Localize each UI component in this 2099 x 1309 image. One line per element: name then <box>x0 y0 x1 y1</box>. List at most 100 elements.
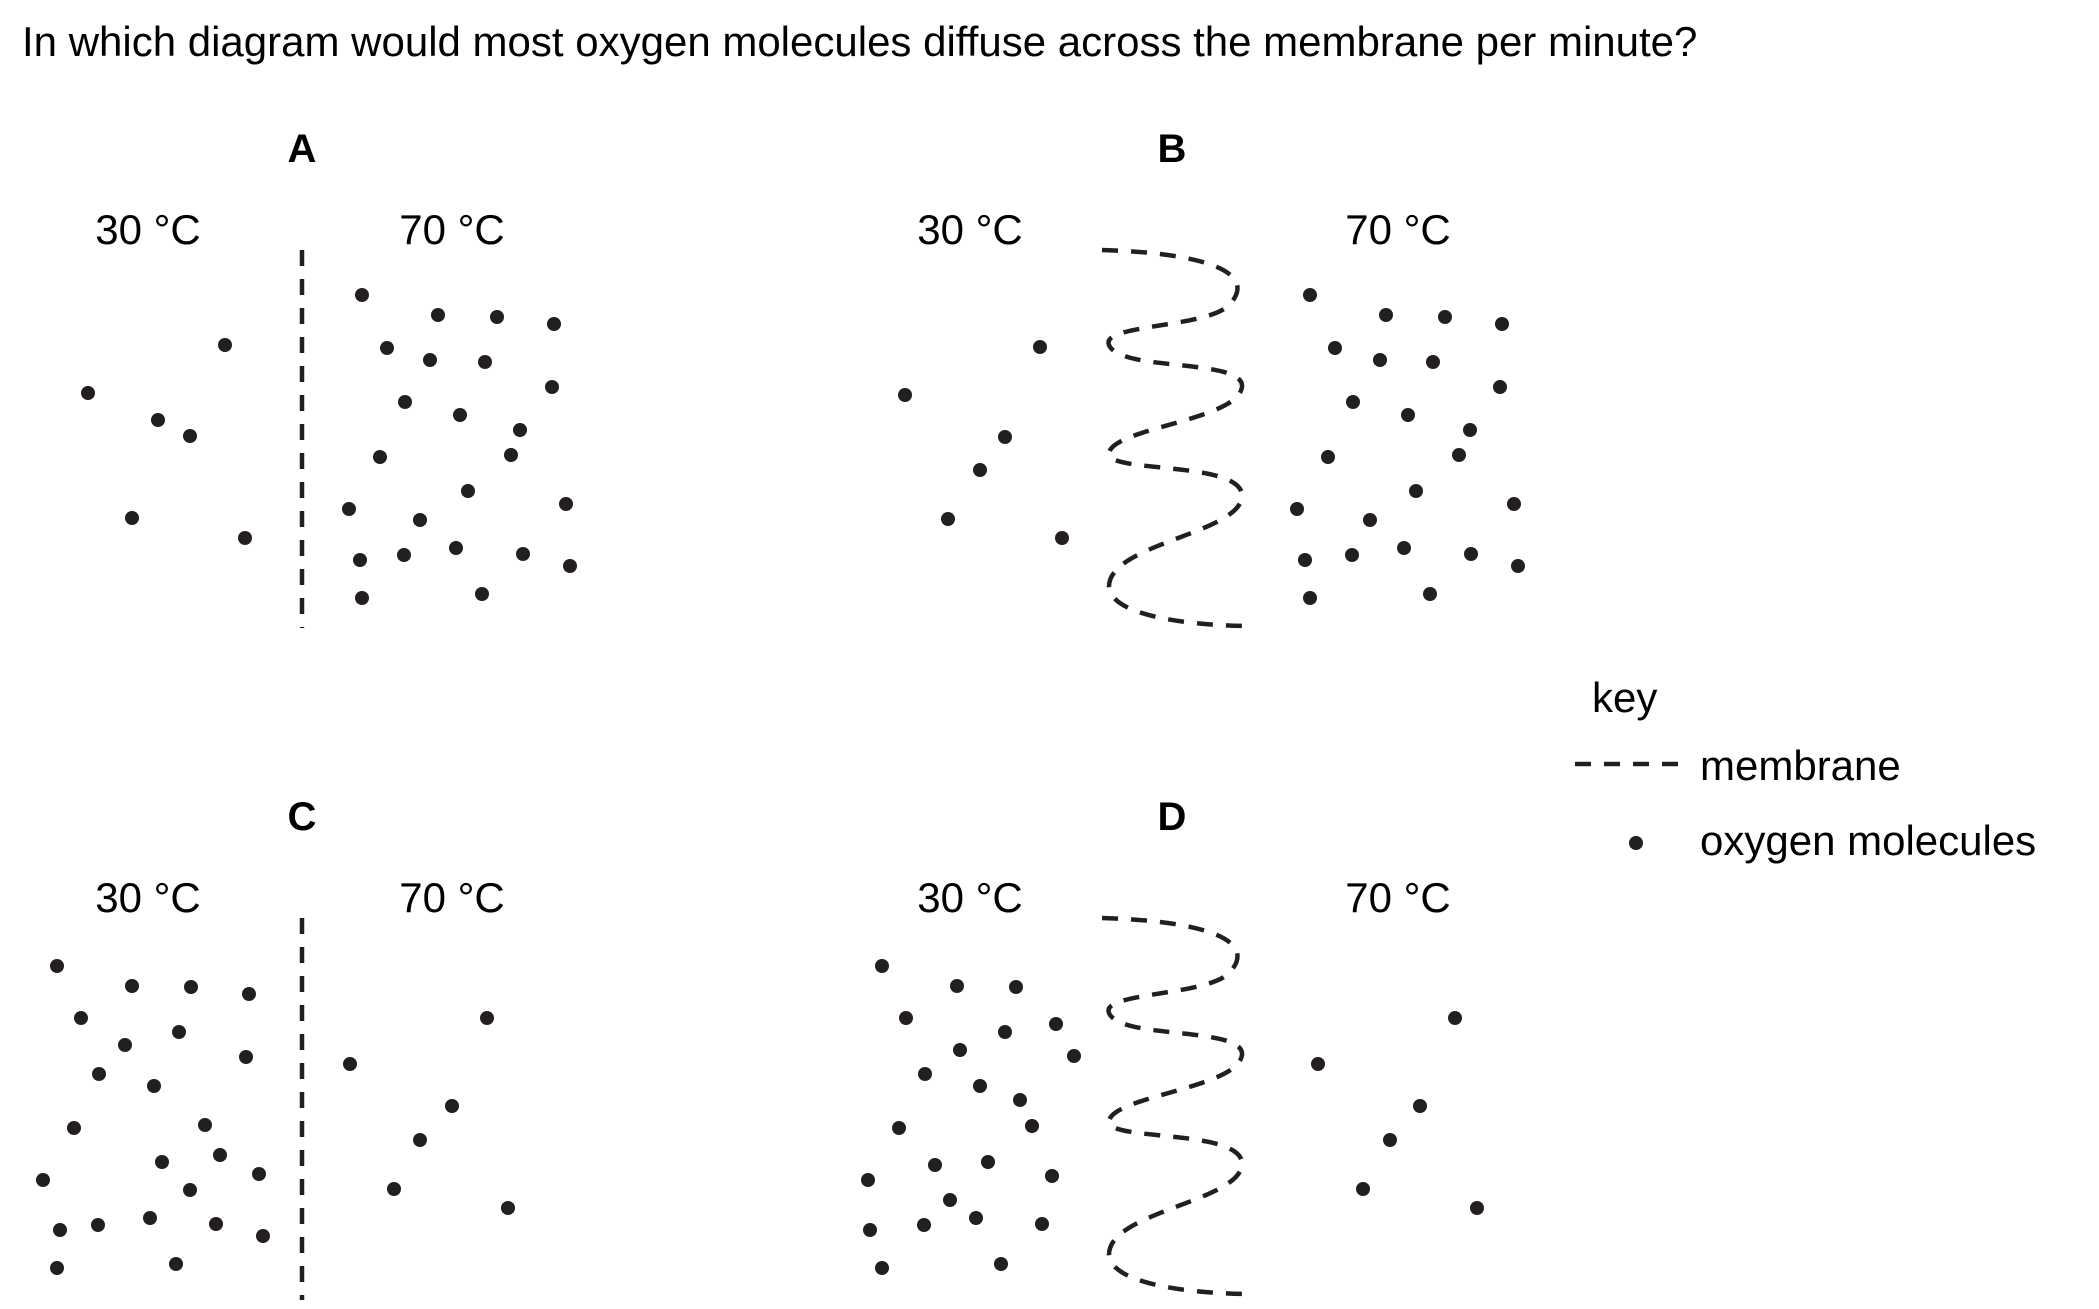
panel-c-left-temperature: 30 °C <box>95 874 201 921</box>
panel-d-right-oxygen-molecule <box>1413 1099 1427 1113</box>
panel-d-left-oxygen-molecule <box>1049 1017 1063 1031</box>
panel-c-left-oxygen-molecule <box>50 959 64 973</box>
panel-b-right-oxygen-molecule <box>1463 423 1477 437</box>
panel-b-right-oxygen-molecule <box>1409 484 1423 498</box>
panel-a-right-temperature: 70 °C <box>399 206 505 253</box>
panel-b-left-temperature: 30 °C <box>917 206 1023 253</box>
panel-d-right-oxygen-molecule <box>1383 1133 1397 1147</box>
panel-a-right-oxygen-molecule <box>342 502 356 516</box>
panel-b-right-oxygen-molecule <box>1363 513 1377 527</box>
panel-a-right-oxygen-molecule <box>431 308 445 322</box>
panel-a-right-oxygen-molecule <box>545 380 559 394</box>
panel-a-right-oxygen-molecule <box>355 591 369 605</box>
panel-c-left-oxygen-molecule <box>239 1050 253 1064</box>
panel-a-right-oxygen-molecule <box>563 559 577 573</box>
panel-b-left-oxygen-molecule <box>1055 531 1069 545</box>
panel-a-right-oxygen-molecule <box>423 353 437 367</box>
panel-a-right-oxygen-molecule <box>397 548 411 562</box>
panel-b-right-oxygen-molecule <box>1426 355 1440 369</box>
panel-a-left-temperature: 30 °C <box>95 206 201 253</box>
panel-c-left-oxygen-molecule <box>256 1229 270 1243</box>
key-membrane-label: membrane <box>1700 742 1901 789</box>
panel-d-left-oxygen-molecule <box>953 1043 967 1057</box>
panel-c-right-temperature: 70 °C <box>399 874 505 921</box>
panel-c: C 30 °C 70 °C <box>36 795 515 1300</box>
panel-d-right-molecules <box>1311 1011 1484 1215</box>
panel-b-right-oxygen-molecule <box>1464 547 1478 561</box>
panel-a-right-oxygen-molecule <box>461 484 475 498</box>
panel-b-left-oxygen-molecule <box>941 512 955 526</box>
panel-c-left-oxygen-molecule <box>67 1121 81 1135</box>
panel-d-left-oxygen-molecule <box>917 1218 931 1232</box>
panel-a-right-oxygen-molecule <box>504 448 518 462</box>
panel-b-right-oxygen-molecule <box>1379 308 1393 322</box>
panel-b-left-oxygen-molecule <box>998 430 1012 444</box>
panel-b-right-oxygen-molecule <box>1345 548 1359 562</box>
panel-d-left-oxygen-molecule <box>994 1257 1008 1271</box>
panel-c-right-oxygen-molecule <box>343 1057 357 1071</box>
panel-b-right-oxygen-molecule <box>1511 559 1525 573</box>
panel-b-right-oxygen-molecule <box>1401 408 1415 422</box>
panel-d-left-oxygen-molecule <box>950 979 964 993</box>
panel-d-left-molecules <box>861 959 1081 1275</box>
panel-b-right-oxygen-molecule <box>1328 341 1342 355</box>
panel-c-right-oxygen-molecule <box>501 1201 515 1215</box>
panel-d-left-oxygen-molecule <box>1067 1049 1081 1063</box>
panel-c-label: C <box>288 795 317 839</box>
panel-c-left-oxygen-molecule <box>50 1261 64 1275</box>
panel-c-left-oxygen-molecule <box>172 1025 186 1039</box>
panel-b-left-oxygen-molecule <box>973 463 987 477</box>
panel-c-left-oxygen-molecule <box>183 1183 197 1197</box>
panel-c-left-oxygen-molecule <box>74 1011 88 1025</box>
panel-a-right-oxygen-molecule <box>559 497 573 511</box>
panel-a-right-oxygen-molecule <box>449 541 463 555</box>
panel-a-left-oxygen-molecule <box>183 429 197 443</box>
panel-a-right-oxygen-molecule <box>478 355 492 369</box>
panel-d-left-oxygen-molecule <box>918 1067 932 1081</box>
question-text: In which diagram would most oxygen molec… <box>22 18 1697 65</box>
panel-a-right-oxygen-molecule <box>355 288 369 302</box>
panel-b-right-oxygen-molecule <box>1452 448 1466 462</box>
panel-d: D 30 °C 70 °C <box>861 795 1484 1297</box>
panel-d-left-oxygen-molecule <box>1009 980 1023 994</box>
panel-b-right-oxygen-molecule <box>1303 288 1317 302</box>
panel-b-right-oxygen-molecule <box>1493 380 1507 394</box>
panel-a-left-oxygen-molecule <box>81 386 95 400</box>
panel-d-left-oxygen-molecule <box>1025 1119 1039 1133</box>
panel-d-left-oxygen-molecule <box>899 1011 913 1025</box>
panel-d-right-oxygen-molecule <box>1448 1011 1462 1025</box>
panel-d-label: D <box>1158 795 1187 839</box>
panel-d-left-oxygen-molecule <box>892 1121 906 1135</box>
panel-c-left-oxygen-molecule <box>184 980 198 994</box>
panel-c-right-oxygen-molecule <box>387 1182 401 1196</box>
panel-c-right-oxygen-molecule <box>480 1011 494 1025</box>
panel-b-right-oxygen-molecule <box>1321 450 1335 464</box>
panel-c-left-molecules <box>36 959 270 1275</box>
panel-d-left-oxygen-molecule <box>1013 1093 1027 1107</box>
panel-a-left-oxygen-molecule <box>218 338 232 352</box>
panel-c-right-oxygen-molecule <box>413 1133 427 1147</box>
panel-a-right-oxygen-molecule <box>490 310 504 324</box>
panel-b-folded-membrane <box>1101 247 1253 629</box>
panel-d-left-oxygen-molecule <box>875 1261 889 1275</box>
panel-a-left-oxygen-molecule <box>238 531 252 545</box>
panel-d-right-oxygen-molecule <box>1470 1201 1484 1215</box>
panel-d-left-oxygen-molecule <box>1045 1169 1059 1183</box>
panel-d-right-temperature: 70 °C <box>1345 874 1451 921</box>
panel-b-right-oxygen-molecule <box>1290 502 1304 516</box>
panel-a-right-molecules <box>342 288 577 605</box>
panel-b-right-oxygen-molecule <box>1346 395 1360 409</box>
panel-d-left-oxygen-molecule <box>863 1223 877 1237</box>
panel-a-right-oxygen-molecule <box>547 317 561 331</box>
panel-b-right-oxygen-molecule <box>1373 353 1387 367</box>
panel-a: A 30 °C 70 °C <box>81 127 577 628</box>
panel-b-right-molecules <box>1290 288 1525 605</box>
panel-b: B 30 °C 70 °C <box>898 127 1525 629</box>
panel-c-left-oxygen-molecule <box>155 1155 169 1169</box>
panel-d-left-oxygen-molecule <box>981 1155 995 1169</box>
panel-b-right-oxygen-molecule <box>1423 587 1437 601</box>
panel-c-left-oxygen-molecule <box>36 1173 50 1187</box>
panel-d-left-oxygen-molecule <box>1035 1217 1049 1231</box>
panel-a-label: A <box>288 127 317 171</box>
